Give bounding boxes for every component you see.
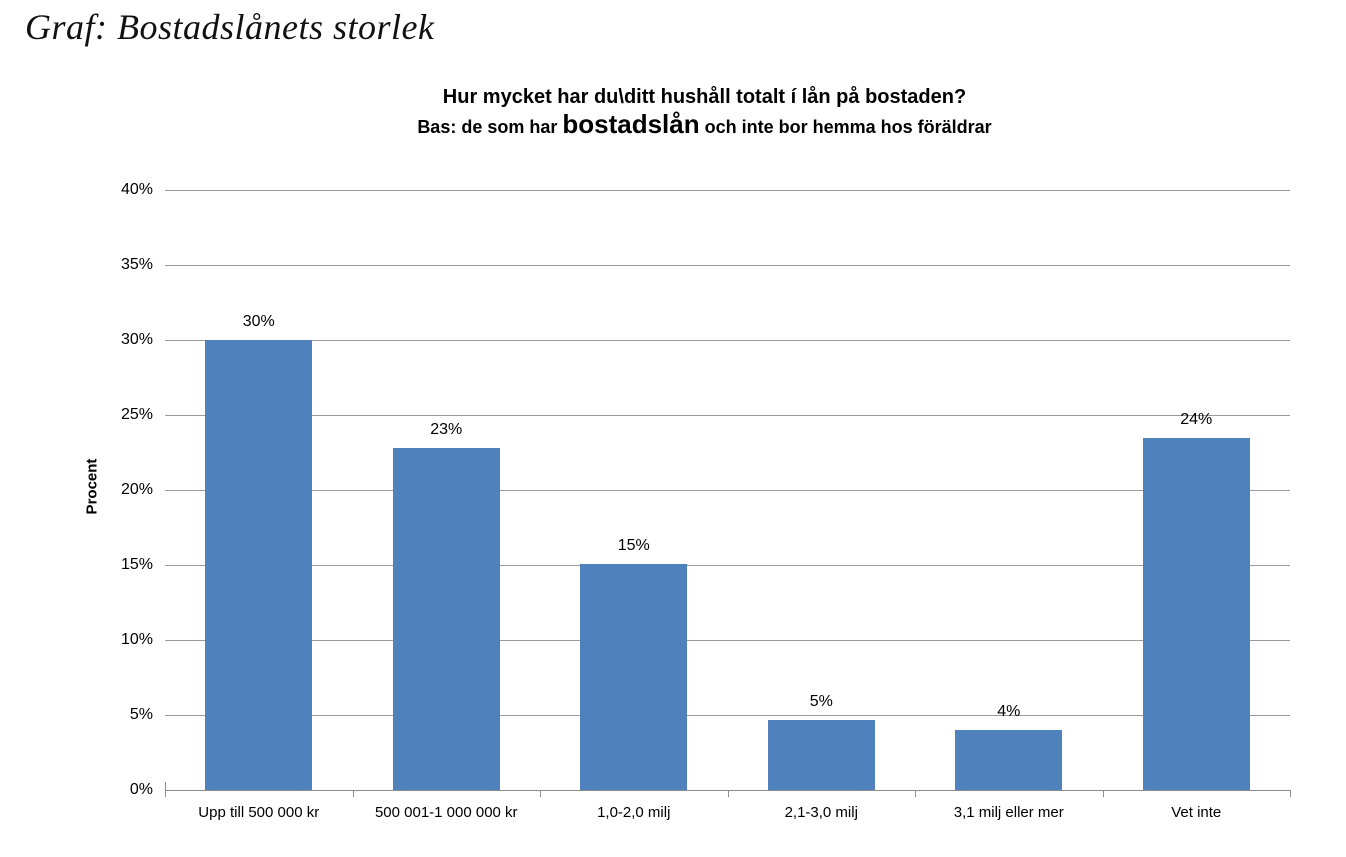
y-tick-label: 40% [120,181,153,198]
value-label: 15% [617,536,650,554]
gridline [165,190,1290,191]
x-axis-tick [165,790,166,797]
x-category-label: 1,0-2,0 milj [597,804,671,821]
x-category-label: 2,1-3,0 milj [784,804,858,821]
x-axis-tick [915,790,916,797]
page-title: Graf: Bostadslånets storlek [25,7,435,47]
value-label: 30% [242,313,275,330]
x-category-label: 3,1 milj eller mer [953,804,1064,821]
x-category-label: Upp till 500 000 kr [198,804,320,821]
plot-area: 40% 35% 30% 25% 20% 15% 10% 5% 0% 30% Upp till 500… [121,181,1291,821]
y-tick-label: 15% [120,556,153,573]
y-axis-title: Procent [83,458,101,515]
value-label: 23% [430,421,463,438]
x-axis-tick [727,790,729,797]
gridline [165,265,1290,266]
x-category-label: Vet inte [1171,804,1222,821]
chart-title-line2-suffix: och inte bor hemma hos föräldrar [699,117,992,137]
chart-title-line1: Hur mycket har du\ditt hushåll totalt í … [442,86,967,108]
y-tick-label: 5% [129,706,153,723]
bar-4 [767,719,875,790]
y-tick-label: 10% [120,631,153,648]
y-tick-label: 25% [120,406,153,423]
gridline [165,490,1290,491]
x-axis-tick [540,790,541,797]
x-axis-tick [352,790,354,797]
y-tick-label: 20% [120,481,153,498]
chart-title-line2-emphasis: bostadslån [562,109,700,139]
x-axis-tick [1290,790,1291,797]
y-tick-label: 35% [120,256,153,273]
bar-3 [580,563,688,790]
value-label: 24% [1180,410,1213,428]
bar-6 [1142,437,1250,790]
gridline [165,565,1290,566]
x-category-label: 500 001-1 000 000 kr [374,804,518,821]
y-axis-stub [165,782,166,790]
chart-title-line2-prefix: Bas: de som har [417,117,563,137]
chart-title: Hur mycket har du\ditt hushåll totalt í … [142,84,1267,141]
bar-2 [392,448,500,790]
y-tick-label: 30% [120,331,153,348]
gridline [165,340,1290,341]
gridline [165,415,1290,416]
gridline [165,640,1290,641]
gridline [165,715,1290,716]
value-label: 5% [809,692,833,710]
value-label: 4% [997,703,1021,720]
bar-1 [205,340,313,790]
y-tick-label: 0% [129,781,153,798]
chart-title-line2: Bas: de som har bostadslån och inte bor … [142,110,1267,141]
bar-5 [955,730,1063,790]
x-axis-tick [1102,790,1104,797]
